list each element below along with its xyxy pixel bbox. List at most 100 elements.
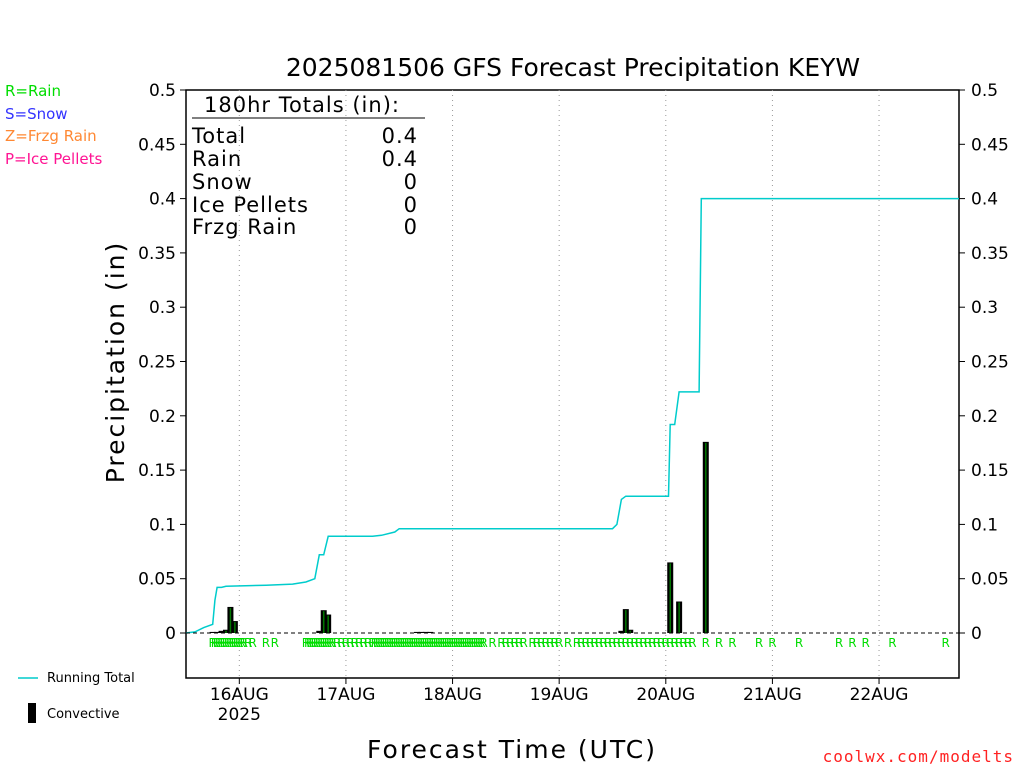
y-tick-label-left: 0.5	[149, 81, 176, 101]
precip-type-marker: R	[515, 636, 523, 650]
precip-type-marker: R	[233, 636, 241, 650]
precip-type-marker: R	[502, 636, 510, 650]
precip-type-marker: R	[702, 636, 710, 650]
running-total-line	[185, 197, 959, 634]
precip-type-marker: R	[586, 636, 594, 650]
precip-type-marker: R	[715, 636, 723, 650]
precip-type-marker: R	[337, 636, 345, 650]
precip-type-marker: R	[488, 636, 496, 650]
precip-type-marker: R	[426, 636, 434, 650]
precip-type-marker: R	[213, 636, 221, 650]
precip-type-marker: R	[437, 636, 445, 650]
precip-type-marker: R	[455, 636, 463, 650]
totals-label-ice-pellets: Ice Pellets	[192, 193, 309, 217]
x-tick-label: 22AUG	[850, 685, 909, 705]
precip-type-marker: R	[360, 636, 368, 650]
precip-type-marker: R	[528, 636, 536, 650]
precip-type-marker: R	[466, 636, 474, 650]
precip-type-marker: R	[431, 636, 439, 650]
precip-type-marker: R	[511, 636, 519, 650]
precip-type-marker: R	[862, 636, 870, 650]
legend-rain: R=Rain	[5, 82, 61, 100]
precip-type-marker: R	[244, 636, 252, 650]
convective-bar	[414, 631, 421, 633]
precip-type-marker: R	[315, 636, 323, 650]
convective-swatch	[28, 703, 36, 723]
precip-type-marker: R	[388, 636, 396, 650]
totals-label-frzg-rain: Frzg Rain	[192, 215, 297, 239]
convective-bar	[427, 631, 434, 633]
precip-type-marker: R	[448, 636, 456, 650]
totals-box: 180hr Totals (in): Total 0.4 Rain 0.4 Sn…	[191, 93, 425, 239]
y-tick-label-left: 0.35	[138, 244, 176, 264]
precip-type-marker: R	[613, 636, 621, 650]
precip-type-marker: R	[413, 636, 421, 650]
precip-type-marker: R	[382, 636, 390, 650]
precip-type-marker: R	[271, 636, 279, 650]
precip-type-marker: R	[604, 636, 612, 650]
precip-type-marker: R	[311, 636, 319, 650]
totals-value-total: 0.4	[382, 124, 418, 148]
precip-type-marker: R	[364, 636, 372, 650]
precip-type-marker: R	[477, 636, 485, 650]
convective-bar	[209, 631, 216, 633]
x-tick-label: 18AUG	[423, 685, 482, 705]
y-axis-title: Precipitation (in)	[101, 241, 130, 484]
precip-type-marker: R	[248, 636, 256, 650]
precip-type-marker: R	[453, 636, 461, 650]
precip-type-marker: R	[351, 636, 359, 650]
totals-value-frzg-rain: 0	[404, 215, 418, 239]
precip-type-marker: R	[533, 636, 541, 650]
y-tick-label-right: 0.15	[971, 461, 1009, 481]
precip-type-marker: R	[402, 636, 410, 650]
precip-type-marker: R	[582, 636, 590, 650]
totals-label-total: Total	[191, 124, 246, 148]
legend-freezing-rain: Z=Frzg Rain	[5, 127, 97, 145]
precip-type-marker: R	[795, 636, 803, 650]
precip-type-marker: R	[666, 636, 674, 650]
y-tick-label-right: 0.2	[971, 407, 998, 427]
precip-type-marker: R	[595, 636, 603, 650]
precip-type-marker: R	[237, 636, 245, 650]
precip-type-marker: R	[635, 636, 643, 650]
totals-label-rain: Rain	[192, 147, 242, 171]
precip-type-marker: R	[435, 636, 443, 650]
precip-type-marker: R	[306, 636, 314, 650]
precip-type-marker: R	[679, 636, 687, 650]
chart-title: 2025081506 GFS Forecast Precipitation KE…	[286, 53, 860, 82]
y-tick-label-right: 0.25	[971, 353, 1009, 373]
precip-type-marker: R	[464, 636, 472, 650]
precip-type-marker: R	[442, 636, 450, 650]
precip-type-marker: R	[675, 636, 683, 650]
y-tick-label-left: 0.3	[149, 298, 176, 318]
precip-type-marker: R	[657, 636, 665, 650]
precip-type-marker: R	[639, 636, 647, 650]
precip-type-marker: R	[231, 636, 239, 650]
precip-type-marker: R	[308, 636, 316, 650]
precip-type-marker: R	[471, 636, 479, 650]
convective-bar	[214, 631, 221, 633]
precip-type-marker: R	[313, 636, 321, 650]
y-tick-label-left: 0.45	[138, 135, 176, 155]
convective-label: Convective	[47, 707, 120, 722]
y-tick-label-right: 0.05	[971, 570, 1009, 590]
precip-type-marker: R	[222, 636, 230, 650]
y-tick-label-right: 0.3	[971, 298, 998, 318]
credit-text: coolwx.com/modelts	[823, 747, 1014, 766]
precip-type-marker: R	[835, 636, 843, 650]
precip-type-marker: R	[393, 636, 401, 650]
precip-type-marker: R	[417, 636, 425, 650]
precip-type-marker: R	[848, 636, 856, 650]
precip-type-marker: R	[626, 636, 634, 650]
precip-type-marker: R	[211, 636, 219, 650]
precip-type-marker: R	[424, 636, 432, 650]
precip-type-marker: R	[755, 636, 763, 650]
precip-type-marker: R	[404, 636, 412, 650]
precip-type-marker: R	[439, 636, 447, 650]
y-tick-label-left: 0.05	[138, 570, 176, 590]
precip-type-marker: R	[768, 636, 776, 650]
precip-type-marker: R	[662, 636, 670, 650]
precip-type-marker: R	[653, 636, 661, 650]
